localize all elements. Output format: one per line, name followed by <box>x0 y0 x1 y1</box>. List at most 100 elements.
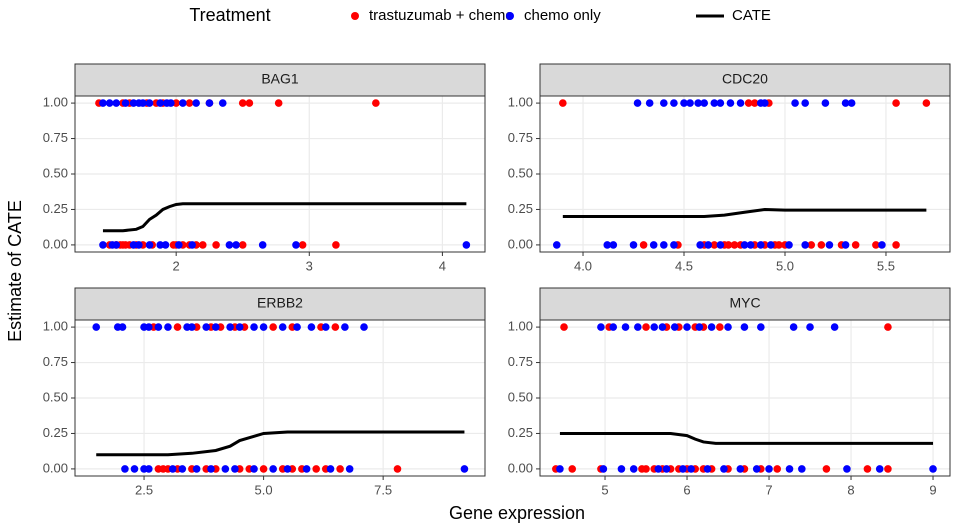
point <box>307 323 316 331</box>
point <box>825 241 834 249</box>
x-tick-label: 5 <box>601 482 608 497</box>
point <box>293 323 301 331</box>
point <box>154 323 163 331</box>
point <box>642 323 650 331</box>
point <box>892 241 900 249</box>
point <box>679 465 687 473</box>
point <box>878 241 886 249</box>
point <box>716 99 725 107</box>
x-tick-label: 4 <box>439 258 446 273</box>
point <box>118 323 127 331</box>
point <box>670 99 678 107</box>
point <box>99 99 107 107</box>
point <box>326 465 335 473</box>
point <box>822 465 831 473</box>
x-tick-label: 5.5 <box>877 258 895 273</box>
point <box>694 99 702 107</box>
point <box>112 99 121 107</box>
point <box>724 241 733 249</box>
point <box>205 99 214 107</box>
point <box>156 241 164 249</box>
point <box>929 465 937 473</box>
point <box>785 465 794 473</box>
x-tick-label: 2.5 <box>135 482 153 497</box>
point <box>568 465 577 473</box>
point <box>642 465 650 473</box>
legend-label: trastuzumab + chemo <box>369 7 514 24</box>
point <box>345 465 354 473</box>
panel-border <box>539 95 951 253</box>
point <box>238 241 247 249</box>
point <box>639 241 648 249</box>
point <box>740 241 749 249</box>
y-tick-label: 0.25 <box>508 425 533 440</box>
point <box>173 323 182 331</box>
point <box>321 323 330 331</box>
legend-key <box>506 12 514 20</box>
y-tick-label: 0.75 <box>508 130 533 145</box>
point <box>331 323 340 331</box>
point <box>179 99 187 107</box>
point <box>660 241 668 249</box>
point <box>360 323 368 331</box>
y-tick-label: 1.00 <box>508 319 533 334</box>
point <box>259 465 268 473</box>
point <box>121 99 130 107</box>
point <box>875 465 884 473</box>
point <box>760 99 769 107</box>
point <box>730 241 739 249</box>
strip <box>74 287 486 321</box>
point <box>609 323 618 331</box>
point <box>278 323 287 331</box>
x-tick-label: 4.0 <box>574 258 592 273</box>
point <box>192 99 200 107</box>
point <box>597 323 605 331</box>
legend-title: Treatment <box>189 5 270 25</box>
point <box>167 99 175 107</box>
y-tick-label: 0.25 <box>43 201 68 216</box>
x-tick-label: 3 <box>306 258 313 273</box>
point <box>188 241 196 249</box>
point <box>806 323 814 331</box>
x-tick-label: 2 <box>173 258 180 273</box>
cate-line <box>102 202 467 233</box>
point <box>560 323 568 331</box>
point <box>830 323 839 331</box>
point <box>393 465 402 473</box>
point <box>245 99 254 107</box>
strip <box>539 287 951 321</box>
panel-title: CDC20 <box>722 71 768 87</box>
point <box>145 323 153 331</box>
point <box>767 241 775 249</box>
point <box>185 99 194 107</box>
point <box>863 465 872 473</box>
point <box>332 241 340 249</box>
x-tick-label: 8 <box>847 482 854 497</box>
point <box>798 465 806 473</box>
legend-label: chemo only <box>524 7 601 24</box>
point <box>129 99 138 107</box>
point <box>129 241 138 249</box>
point <box>225 241 234 249</box>
point <box>198 241 207 249</box>
point <box>617 465 626 473</box>
point <box>603 241 612 249</box>
y-tick-label: 1.00 <box>43 95 68 110</box>
panel-border <box>74 319 486 477</box>
point <box>704 241 713 249</box>
cate-line <box>562 207 927 219</box>
point <box>559 99 567 107</box>
cate-line <box>559 431 934 445</box>
legend-label: CATE <box>732 7 771 24</box>
point <box>801 241 809 249</box>
x-tick-label: 6 <box>683 482 690 497</box>
point <box>884 323 892 331</box>
point <box>336 465 344 473</box>
point <box>139 99 147 107</box>
panel-title: ERBB2 <box>257 295 303 311</box>
point <box>629 465 638 473</box>
x-tick-label: 4.5 <box>675 258 693 273</box>
panel-border <box>539 319 951 477</box>
point <box>218 99 227 107</box>
point <box>645 99 654 107</box>
